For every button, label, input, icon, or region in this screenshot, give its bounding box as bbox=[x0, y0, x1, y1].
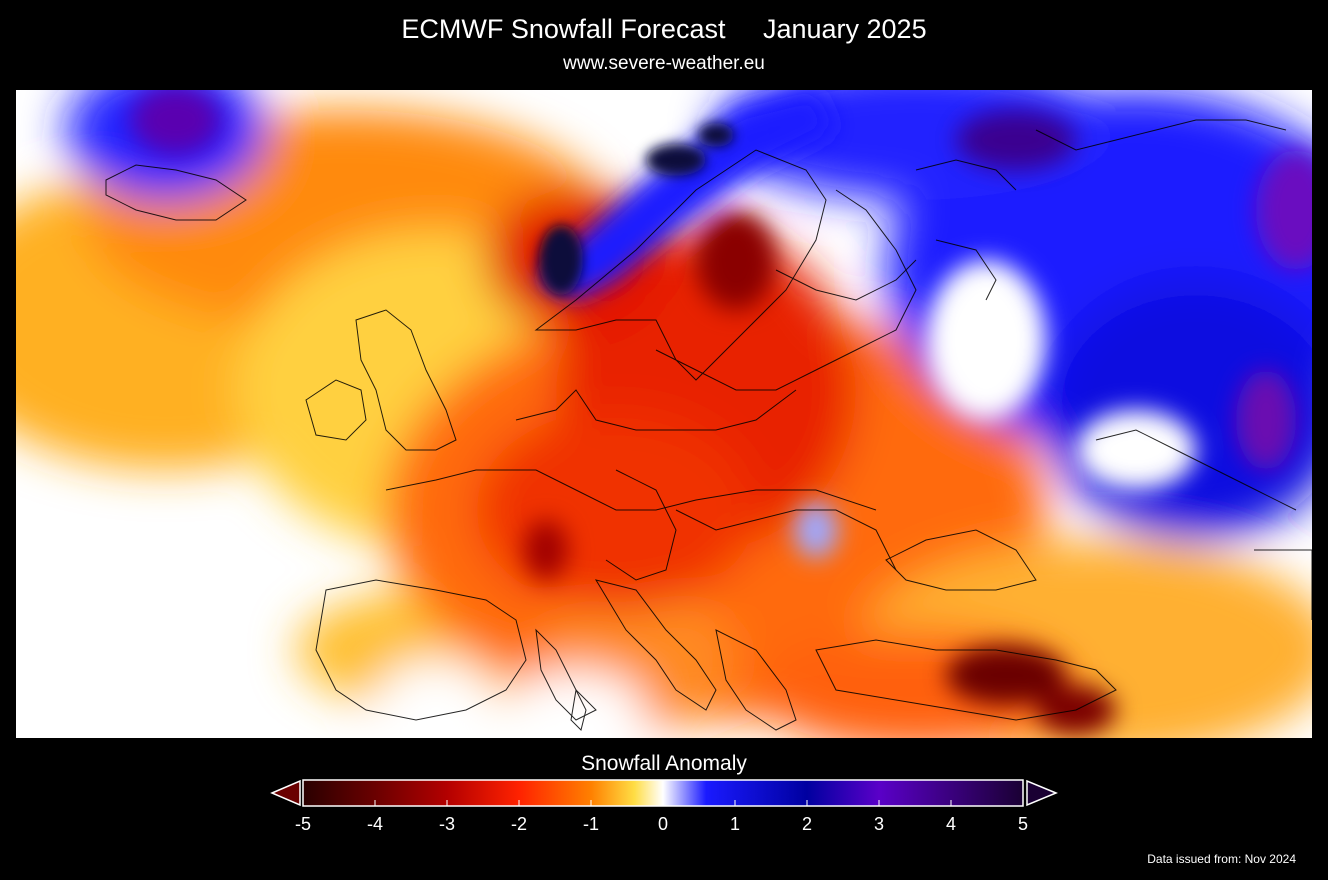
colorbar-tick-label: 2 bbox=[801, 814, 812, 834]
snowfall-anomaly-map bbox=[16, 90, 1312, 738]
colorbar-tick-label: 3 bbox=[873, 814, 884, 834]
data-issued-note: Data issued from: Nov 2024 bbox=[1147, 852, 1296, 866]
colorbar-tick-label: 5 bbox=[1017, 814, 1028, 834]
colorbar-tick-label: -2 bbox=[510, 814, 527, 834]
map-title: ECMWF Snowfall Forecast January 2025 bbox=[401, 14, 927, 44]
colorbar-max-arrow bbox=[1026, 779, 1058, 807]
colorbar-tick-label: -4 bbox=[366, 814, 383, 834]
colorbar-tick-label: -1 bbox=[582, 814, 599, 834]
colorbar-tick-label: -5 bbox=[294, 814, 311, 834]
colorbar-label: Snowfall Anomaly bbox=[581, 752, 747, 775]
colorbar-tick-label: 4 bbox=[945, 814, 956, 834]
colorbar-min-arrow bbox=[270, 779, 301, 807]
colorbar-tick-label: 1 bbox=[729, 814, 740, 834]
colorbar-tick-label: -3 bbox=[438, 814, 455, 834]
colorbar-tick-label: 0 bbox=[657, 814, 668, 834]
map-subtitle: www.severe-weather.eu bbox=[563, 53, 765, 74]
colorbar-gradient bbox=[302, 779, 1024, 807]
